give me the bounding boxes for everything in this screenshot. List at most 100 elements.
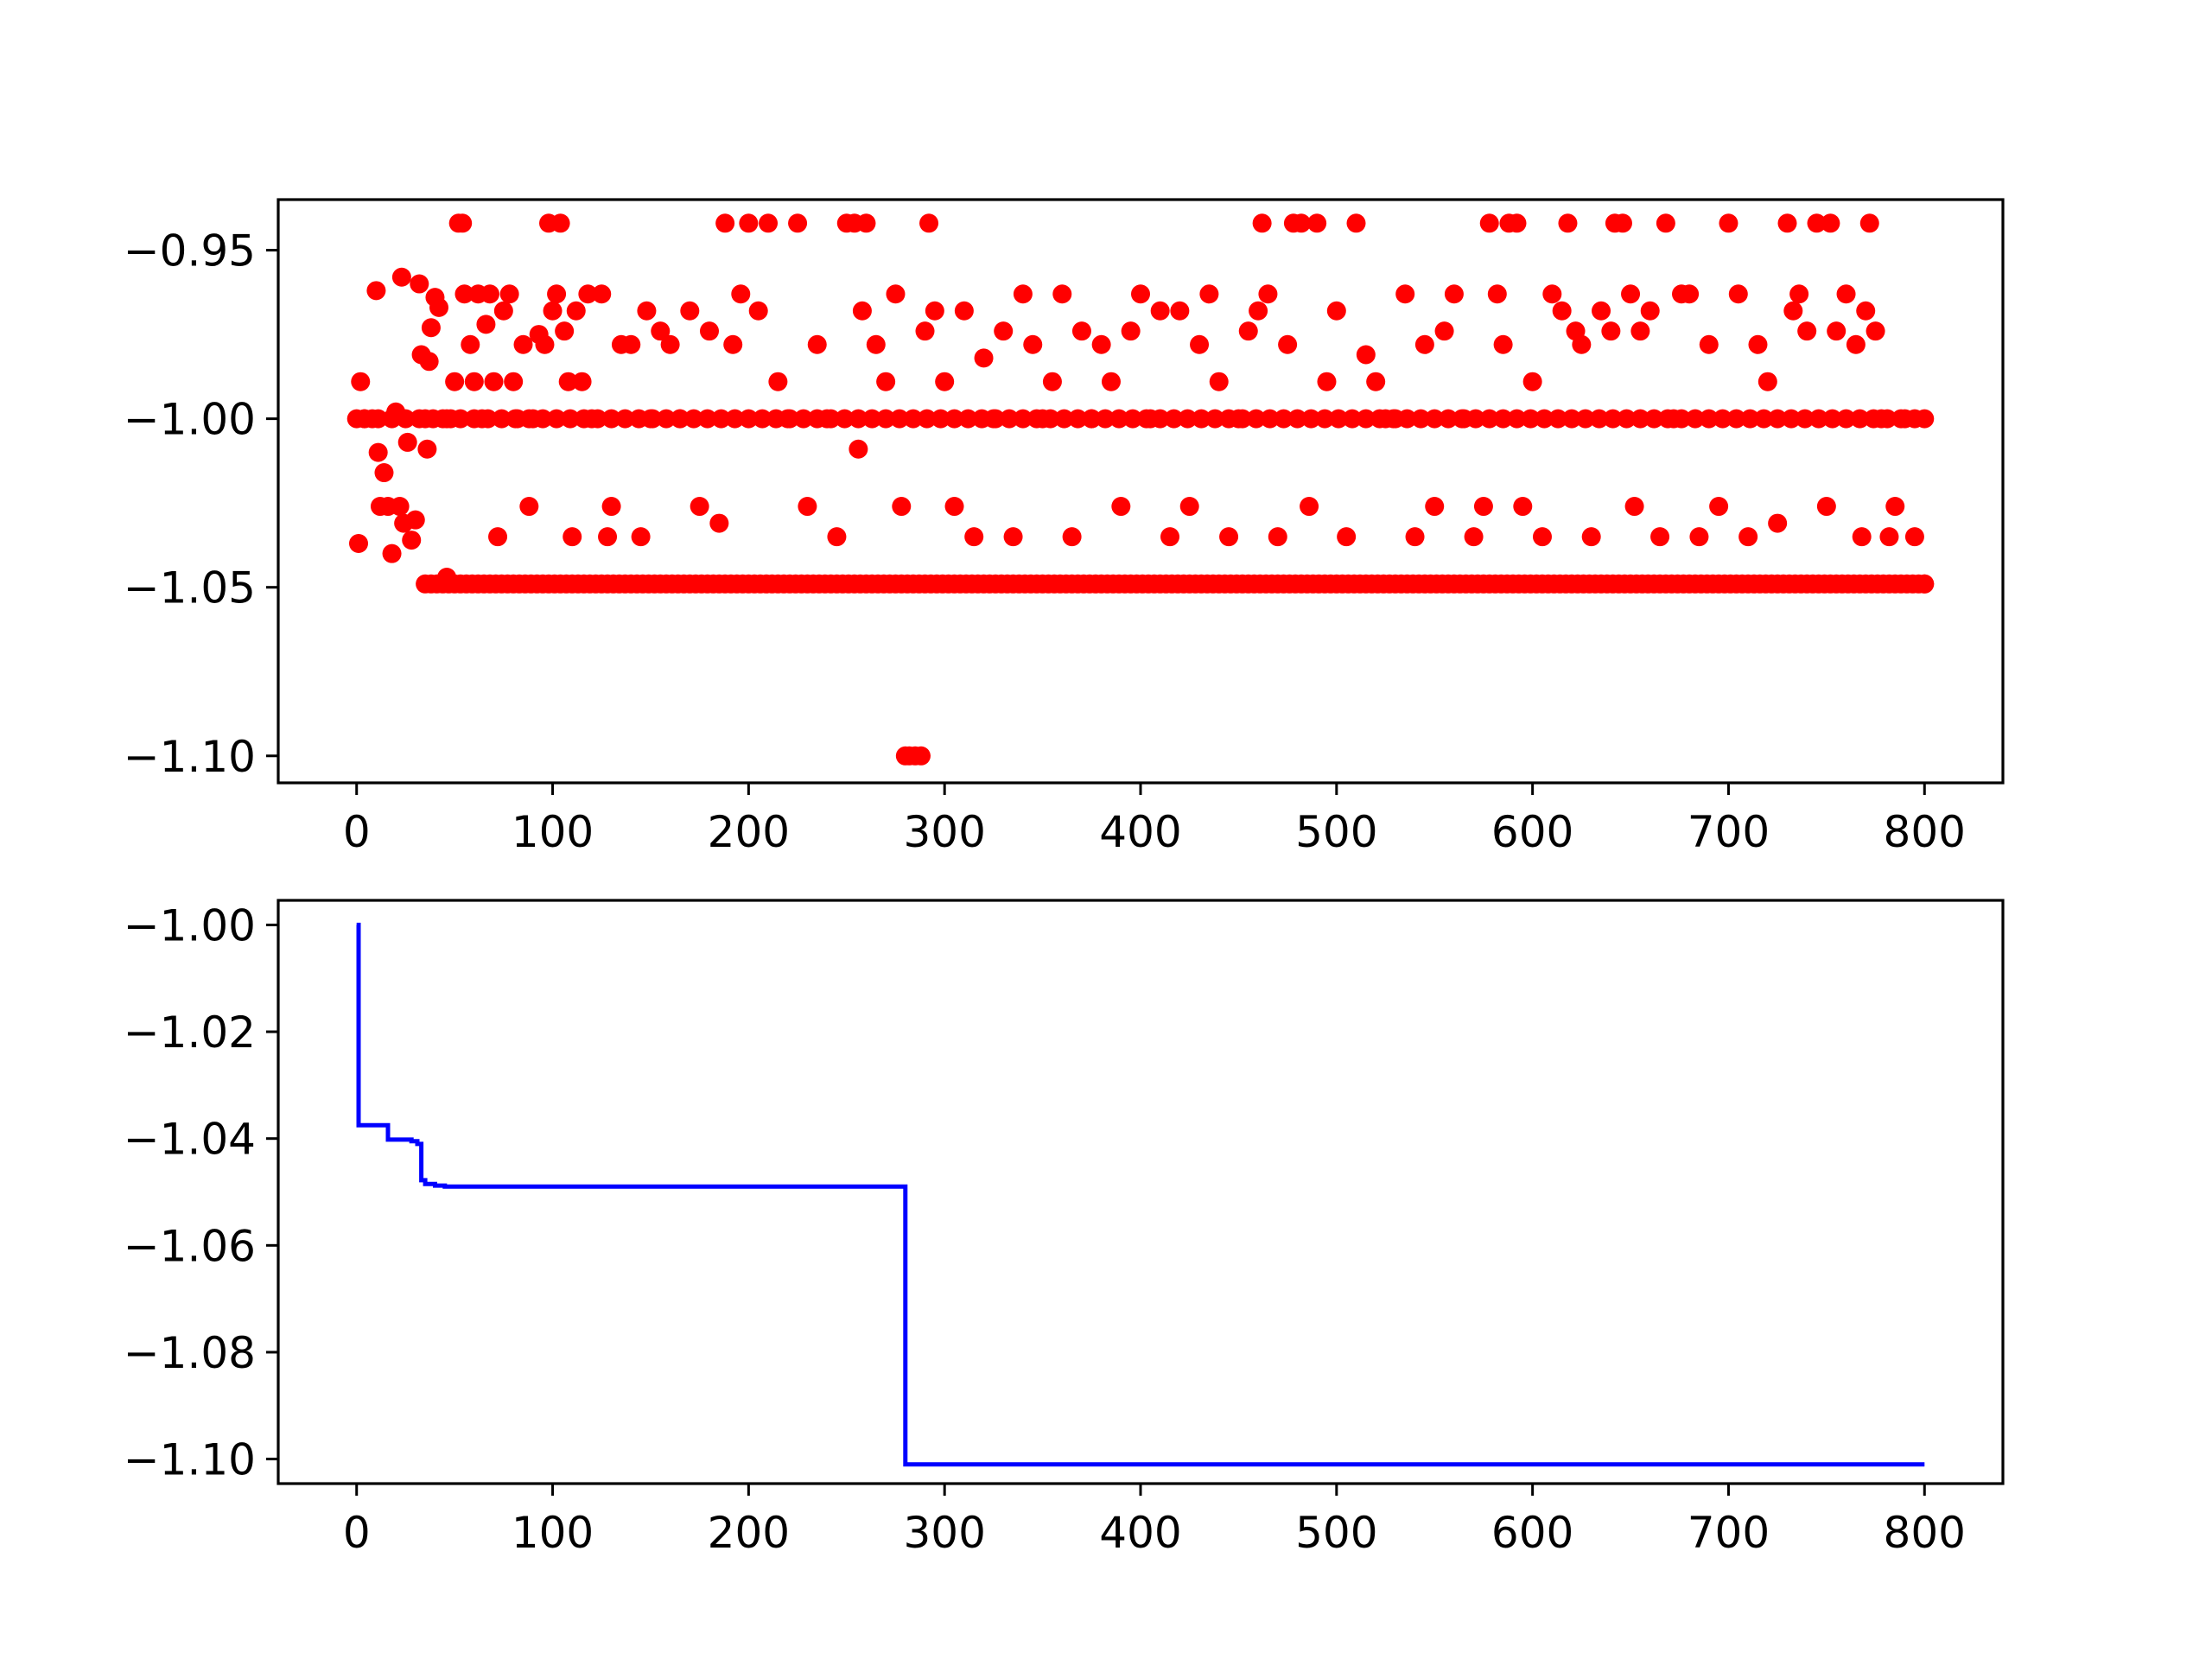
scatter-point — [578, 284, 598, 304]
scatter-point — [419, 352, 439, 372]
y-tick-label: −1.00 — [124, 900, 256, 950]
scatter-point — [935, 372, 955, 391]
scatter-point — [1121, 321, 1141, 341]
scatter-point — [954, 301, 974, 321]
scatter-point — [1789, 284, 1809, 304]
scatter-point — [768, 372, 788, 391]
scatter-point — [1000, 409, 1020, 429]
scatter-point — [1689, 527, 1709, 547]
scatter-point — [390, 497, 410, 517]
scatter-point — [523, 409, 543, 429]
scatter-point — [484, 372, 504, 391]
scatter-point — [1879, 527, 1899, 547]
x-tick-label: 200 — [708, 1508, 790, 1558]
scatter-point — [416, 409, 435, 429]
scatter-point — [1807, 213, 1827, 233]
scatter-point — [637, 301, 657, 321]
scatter-point — [964, 527, 984, 547]
scatter-point — [1821, 213, 1840, 233]
scatter-point — [1179, 497, 1199, 517]
scatter-point — [1915, 574, 1935, 594]
scatter-point — [1532, 527, 1552, 547]
scatter-point — [731, 284, 751, 304]
scatter-point — [1268, 527, 1287, 547]
scatter-point — [892, 497, 912, 517]
scatter-point — [1023, 334, 1043, 354]
scatter-point — [640, 409, 660, 429]
scatter-point — [1160, 527, 1180, 547]
x-tick-label: 800 — [1884, 807, 1966, 857]
scatter-point — [1852, 527, 1872, 547]
top-axes-scatter: 0 100 200 300 400 500 600 700 800 −0.95 −1.00 −1.0… — [124, 198, 2005, 857]
scatter-point — [1685, 409, 1705, 429]
scatter-point — [1109, 409, 1129, 429]
scatter-point — [788, 213, 808, 233]
scatter-point — [1709, 497, 1729, 517]
scatter-point — [535, 334, 555, 354]
x-tick-label: 700 — [1688, 807, 1770, 857]
scatter-point — [680, 301, 700, 321]
scatter-point — [592, 284, 612, 304]
scatter-point — [1589, 409, 1609, 429]
scatter-point — [1315, 409, 1335, 429]
scatter-point — [1782, 409, 1802, 429]
scatter-point — [725, 409, 745, 429]
scatter-point — [386, 402, 406, 422]
scatter-point — [807, 334, 827, 354]
scatter-point — [1816, 497, 1836, 517]
scatter-point — [1425, 497, 1445, 517]
scatter-point — [1042, 372, 1062, 391]
x-tick-label: 600 — [1491, 1508, 1573, 1558]
y-tick-label: −1.08 — [124, 1328, 256, 1378]
scatter-point — [683, 409, 703, 429]
scatter-point — [886, 284, 906, 304]
scatter-point — [1592, 301, 1611, 321]
scatter-point — [368, 442, 388, 462]
scatter-point — [472, 409, 492, 429]
scatter-point — [366, 281, 386, 301]
scatter-point — [1726, 409, 1746, 429]
scatter-point — [493, 301, 513, 321]
scatter-point — [711, 409, 731, 429]
scatter-point — [1131, 284, 1150, 304]
scatter-point — [1454, 409, 1474, 429]
scatter-point — [1150, 301, 1170, 321]
scatter-point — [631, 527, 651, 547]
scatter-point — [1699, 334, 1719, 354]
scatter-point — [454, 284, 474, 304]
scatter-point — [1562, 409, 1581, 429]
scatter-point — [1663, 409, 1683, 429]
scatter-point — [1300, 497, 1319, 517]
scatter-point — [560, 409, 580, 429]
scatter-point — [1003, 527, 1023, 547]
scatter-point — [572, 372, 592, 391]
scatter-point — [1797, 321, 1817, 341]
scatter-point — [543, 301, 563, 321]
scatter-point — [817, 409, 837, 429]
scatter-point — [1493, 334, 1513, 354]
scatter-point — [925, 301, 944, 321]
scatter-point — [1033, 409, 1052, 429]
scatter-point — [1640, 301, 1660, 321]
scatter-point — [1895, 409, 1915, 429]
y-tick-label: −1.05 — [124, 563, 256, 613]
scatter-point — [723, 334, 743, 354]
x-tick-label: 200 — [708, 807, 790, 857]
scatter-point — [558, 372, 578, 391]
x-tick-label: 0 — [343, 807, 371, 857]
scatter-point — [441, 409, 461, 429]
scatter-point — [1915, 409, 1935, 429]
scatter-point — [983, 409, 1003, 429]
scatter-point — [753, 409, 772, 429]
scatter-point — [1287, 409, 1307, 429]
scatter-point — [1728, 284, 1748, 304]
scatter-point — [1885, 497, 1905, 517]
scatter-point — [453, 213, 473, 233]
scatter-point — [1777, 213, 1797, 233]
scatter-point — [563, 527, 582, 547]
scatter-point — [1513, 497, 1533, 517]
scatter-point — [958, 409, 978, 429]
scatter-point — [410, 274, 429, 294]
